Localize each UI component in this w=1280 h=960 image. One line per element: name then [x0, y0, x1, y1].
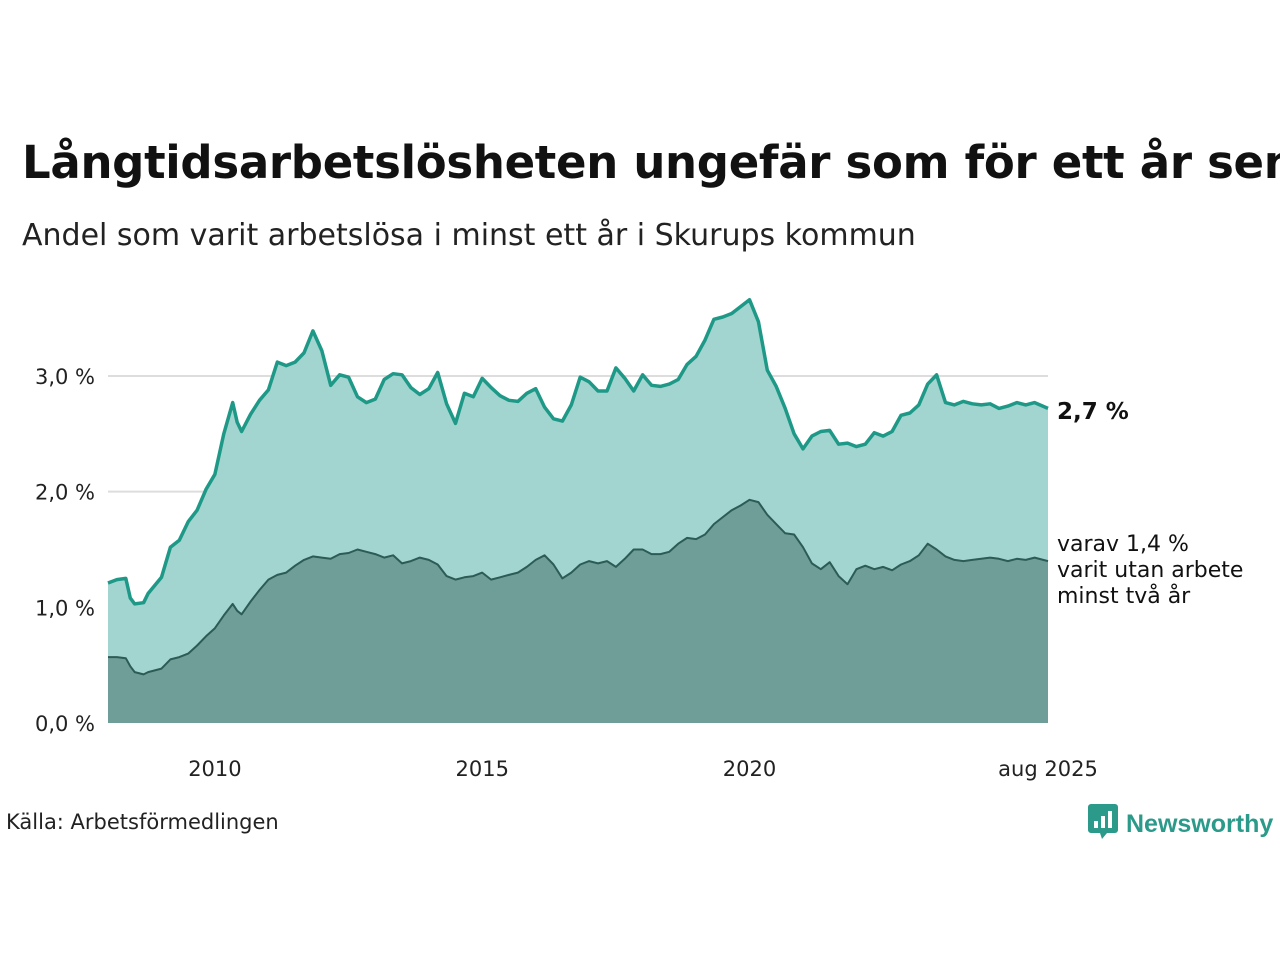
sub-series-area [108, 499, 1048, 723]
sub-end-label-line-2: varit utan arbete [1057, 558, 1243, 583]
newsworthy-logo-icon [1088, 804, 1118, 844]
y-tick-label: 2,0 % [35, 481, 95, 505]
x-axis-tick-labels: 2010 2015 2020 aug 2025 [188, 757, 1098, 781]
x-tick-label: 2015 [455, 757, 508, 781]
brand-name: Newsworthy [1126, 809, 1274, 838]
sub-end-label-line-1: varav 1,4 % [1057, 532, 1189, 557]
sub-series-line [108, 498, 1049, 676]
y-tick-label: 3,0 % [35, 365, 95, 389]
source-note: Källa: Arbetsförmedlingen [6, 810, 279, 834]
total-series-line [107, 297, 1049, 606]
y-tick-label: 0,0 % [35, 712, 95, 736]
chart-subtitle: Andel som varit arbetslösa i minst ett å… [22, 218, 916, 253]
series-areas [107, 297, 1049, 723]
total-end-label: 2,7 % [1057, 399, 1129, 425]
x-tick-label: aug 2025 [998, 757, 1098, 781]
sub-end-label-line-3: minst två år [1057, 583, 1191, 609]
y-tick-label: 1,0 % [35, 596, 95, 620]
chart-title: Långtidsarbetslösheten ungefär som för e… [22, 136, 1280, 189]
newsworthy-brand: Newsworthy [1088, 804, 1273, 844]
x-tick-label: 2010 [188, 757, 241, 781]
x-tick-label: 2020 [723, 757, 776, 781]
y-axis-tick-labels: 0,0 % 1,0 % 2,0 % 3,0 % [35, 365, 95, 736]
